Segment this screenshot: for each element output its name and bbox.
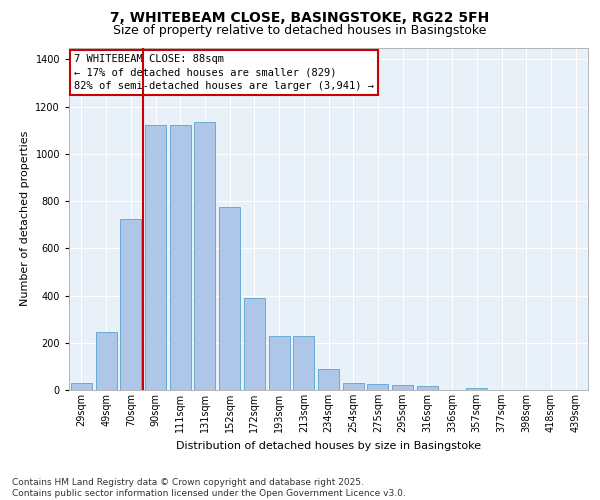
Bar bbox=[269, 336, 290, 390]
Bar bbox=[219, 207, 240, 390]
Y-axis label: Number of detached properties: Number of detached properties bbox=[20, 131, 30, 306]
Text: Contains HM Land Registry data © Crown copyright and database right 2025.
Contai: Contains HM Land Registry data © Crown c… bbox=[12, 478, 406, 498]
Bar bbox=[244, 298, 265, 390]
Bar bbox=[466, 388, 487, 390]
Bar bbox=[194, 122, 215, 390]
Bar bbox=[392, 386, 413, 390]
X-axis label: Distribution of detached houses by size in Basingstoke: Distribution of detached houses by size … bbox=[176, 440, 481, 450]
Bar bbox=[71, 383, 92, 390]
Bar bbox=[170, 126, 191, 390]
Bar bbox=[95, 332, 116, 390]
Text: 7 WHITEBEAM CLOSE: 88sqm
← 17% of detached houses are smaller (829)
82% of semi-: 7 WHITEBEAM CLOSE: 88sqm ← 17% of detach… bbox=[74, 54, 374, 91]
Bar bbox=[343, 383, 364, 390]
Bar bbox=[120, 219, 141, 390]
Bar bbox=[293, 336, 314, 390]
Bar bbox=[417, 386, 438, 390]
Bar bbox=[145, 126, 166, 390]
Bar bbox=[367, 384, 388, 390]
Text: 7, WHITEBEAM CLOSE, BASINGSTOKE, RG22 5FH: 7, WHITEBEAM CLOSE, BASINGSTOKE, RG22 5F… bbox=[110, 11, 490, 25]
Text: Size of property relative to detached houses in Basingstoke: Size of property relative to detached ho… bbox=[113, 24, 487, 37]
Bar bbox=[318, 368, 339, 390]
